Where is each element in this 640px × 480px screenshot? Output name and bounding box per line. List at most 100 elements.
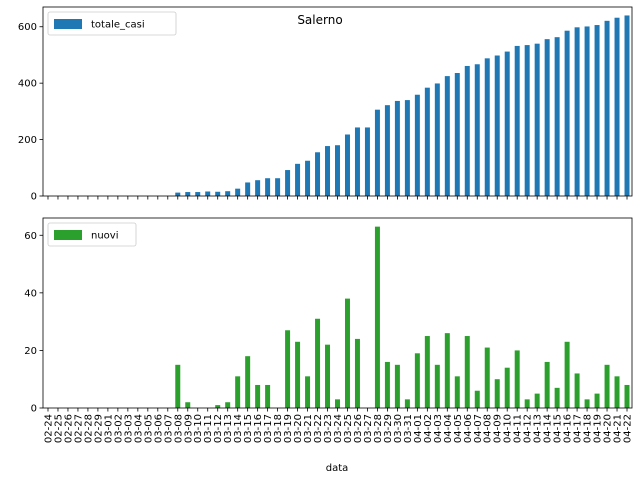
bar-totale-casi-58 xyxy=(624,15,630,196)
bar-nuovi-38 xyxy=(424,336,430,408)
legend-label: nuovi xyxy=(91,231,119,242)
bar-nuovi-45 xyxy=(494,379,500,408)
bar-totale-casi-44 xyxy=(484,58,490,197)
bar-nuovi-51 xyxy=(554,387,560,408)
bar-totale-casi-22 xyxy=(265,178,271,196)
top-chart-panel: 0 200 400 600 totale_casi xyxy=(18,6,633,203)
bar-totale-casi-38 xyxy=(424,87,430,196)
bar-totale-casi-43 xyxy=(474,64,480,196)
x-tick-label: 03-24 xyxy=(333,414,344,443)
bar-nuovi-41 xyxy=(454,376,460,408)
bar-nuovi-13 xyxy=(175,364,181,408)
x-tick-label: 03-02 xyxy=(113,414,124,443)
bar-totale-casi-15 xyxy=(195,192,201,196)
bar-totale-casi-35 xyxy=(394,100,400,196)
bar-nuovi-47 xyxy=(514,350,520,408)
x-tick-label: 03-09 xyxy=(183,414,194,443)
x-tick-label: 04-22 xyxy=(623,414,634,443)
legend-box xyxy=(47,222,137,247)
bar-totale-casi-56 xyxy=(604,20,610,196)
x-tick-label: 03-06 xyxy=(153,414,164,443)
bar-nuovi-56 xyxy=(604,364,610,408)
bar-totale-casi-34 xyxy=(384,105,390,196)
bar-totale-casi-30 xyxy=(344,134,350,196)
bar-totale-casi-40 xyxy=(444,76,450,196)
x-tick-label: 04-09 xyxy=(493,414,504,443)
bar-totale-casi-14 xyxy=(185,192,191,196)
x-tick-label: 04-13 xyxy=(533,414,544,443)
bar-totale-casi-42 xyxy=(464,65,470,197)
bar-totale-casi-50 xyxy=(544,39,550,196)
x-tick-label: 03-14 xyxy=(233,414,244,443)
x-tick-label: 03-15 xyxy=(243,414,254,443)
bar-totale-casi-19 xyxy=(235,188,241,196)
bar-totale-casi-46 xyxy=(504,51,510,196)
bar-nuovi-28 xyxy=(325,344,331,408)
bar-totale-casi-27 xyxy=(315,152,321,196)
x-tick-label: 03-30 xyxy=(393,414,404,443)
bar-nuovi-44 xyxy=(484,347,490,408)
x-tick-label: 03-26 xyxy=(353,414,364,443)
x-tick-label: 04-06 xyxy=(463,414,474,443)
bar-totale-casi-41 xyxy=(454,73,460,196)
bar-nuovi-49 xyxy=(534,393,540,408)
x-tick-label: 03-17 xyxy=(263,414,274,443)
bar-nuovi-54 xyxy=(584,399,590,408)
x-tick-label: 04-04 xyxy=(443,414,454,443)
x-tick-label: 03-08 xyxy=(173,414,184,443)
bar-nuovi-43 xyxy=(474,390,480,408)
bar-totale-casi-16 xyxy=(205,191,211,196)
y-tick-label: 60 xyxy=(24,231,37,242)
x-tick-label: 03-10 xyxy=(193,414,204,443)
x-tick-label: 04-01 xyxy=(413,414,424,443)
x-tick-label: 03-07 xyxy=(163,414,174,443)
x-tick-label: 03-12 xyxy=(213,414,224,443)
x-tick-label: 03-28 xyxy=(373,414,384,443)
x-tick-label: 04-14 xyxy=(543,414,554,443)
y-tick-label: 20 xyxy=(24,346,37,357)
x-tick-label: 04-15 xyxy=(553,414,564,443)
bar-nuovi-57 xyxy=(614,376,620,408)
x-axis-label: data xyxy=(326,463,349,474)
bar-totale-casi-37 xyxy=(414,94,420,196)
y-tick-label: 600 xyxy=(18,22,37,33)
x-tick-label: 03-18 xyxy=(273,414,284,443)
x-tick-label: 04-18 xyxy=(583,414,594,443)
x-tick-label: 03-04 xyxy=(133,414,144,443)
bar-nuovi-31 xyxy=(354,338,360,408)
bar-totale-casi-45 xyxy=(494,55,500,196)
x-tick-label: 02-28 xyxy=(83,414,94,443)
bar-nuovi-33 xyxy=(374,226,380,408)
bar-nuovi-55 xyxy=(594,393,600,408)
chart-title: Salerno xyxy=(297,13,342,27)
bar-nuovi-58 xyxy=(624,384,630,408)
x-tick-label: 03-23 xyxy=(323,414,334,443)
bar-nuovi-34 xyxy=(384,361,390,408)
x-tick-label: 04-08 xyxy=(483,414,494,443)
bar-nuovi-20 xyxy=(245,356,251,408)
bar-totale-casi-53 xyxy=(574,27,580,197)
bar-nuovi-50 xyxy=(544,361,550,408)
bar-nuovi-53 xyxy=(574,373,580,408)
y-tick-label: 0 xyxy=(31,404,37,415)
x-tick-label: 03-27 xyxy=(363,414,374,443)
bar-nuovi-37 xyxy=(414,353,420,408)
bar-totale-casi-36 xyxy=(404,100,410,196)
x-tick-label: 02-25 xyxy=(53,414,64,443)
bar-nuovi-27 xyxy=(315,318,321,408)
bar-totale-casi-51 xyxy=(554,37,560,197)
bar-nuovi-24 xyxy=(285,330,291,408)
x-tick-label: 03-03 xyxy=(123,414,134,443)
bar-nuovi-30 xyxy=(344,298,350,408)
bar-totale-casi-21 xyxy=(255,180,261,196)
bar-nuovi-40 xyxy=(444,333,450,408)
bar-totale-casi-25 xyxy=(295,163,301,196)
x-tick-label: 02-27 xyxy=(73,414,84,443)
bar-nuovi-26 xyxy=(305,376,311,408)
bar-nuovi-48 xyxy=(524,399,530,408)
x-tick-label: 02-24 xyxy=(43,414,54,443)
legend-box xyxy=(47,11,177,36)
bar-totale-casi-48 xyxy=(524,45,530,196)
x-tick-label: 03-29 xyxy=(383,414,394,443)
